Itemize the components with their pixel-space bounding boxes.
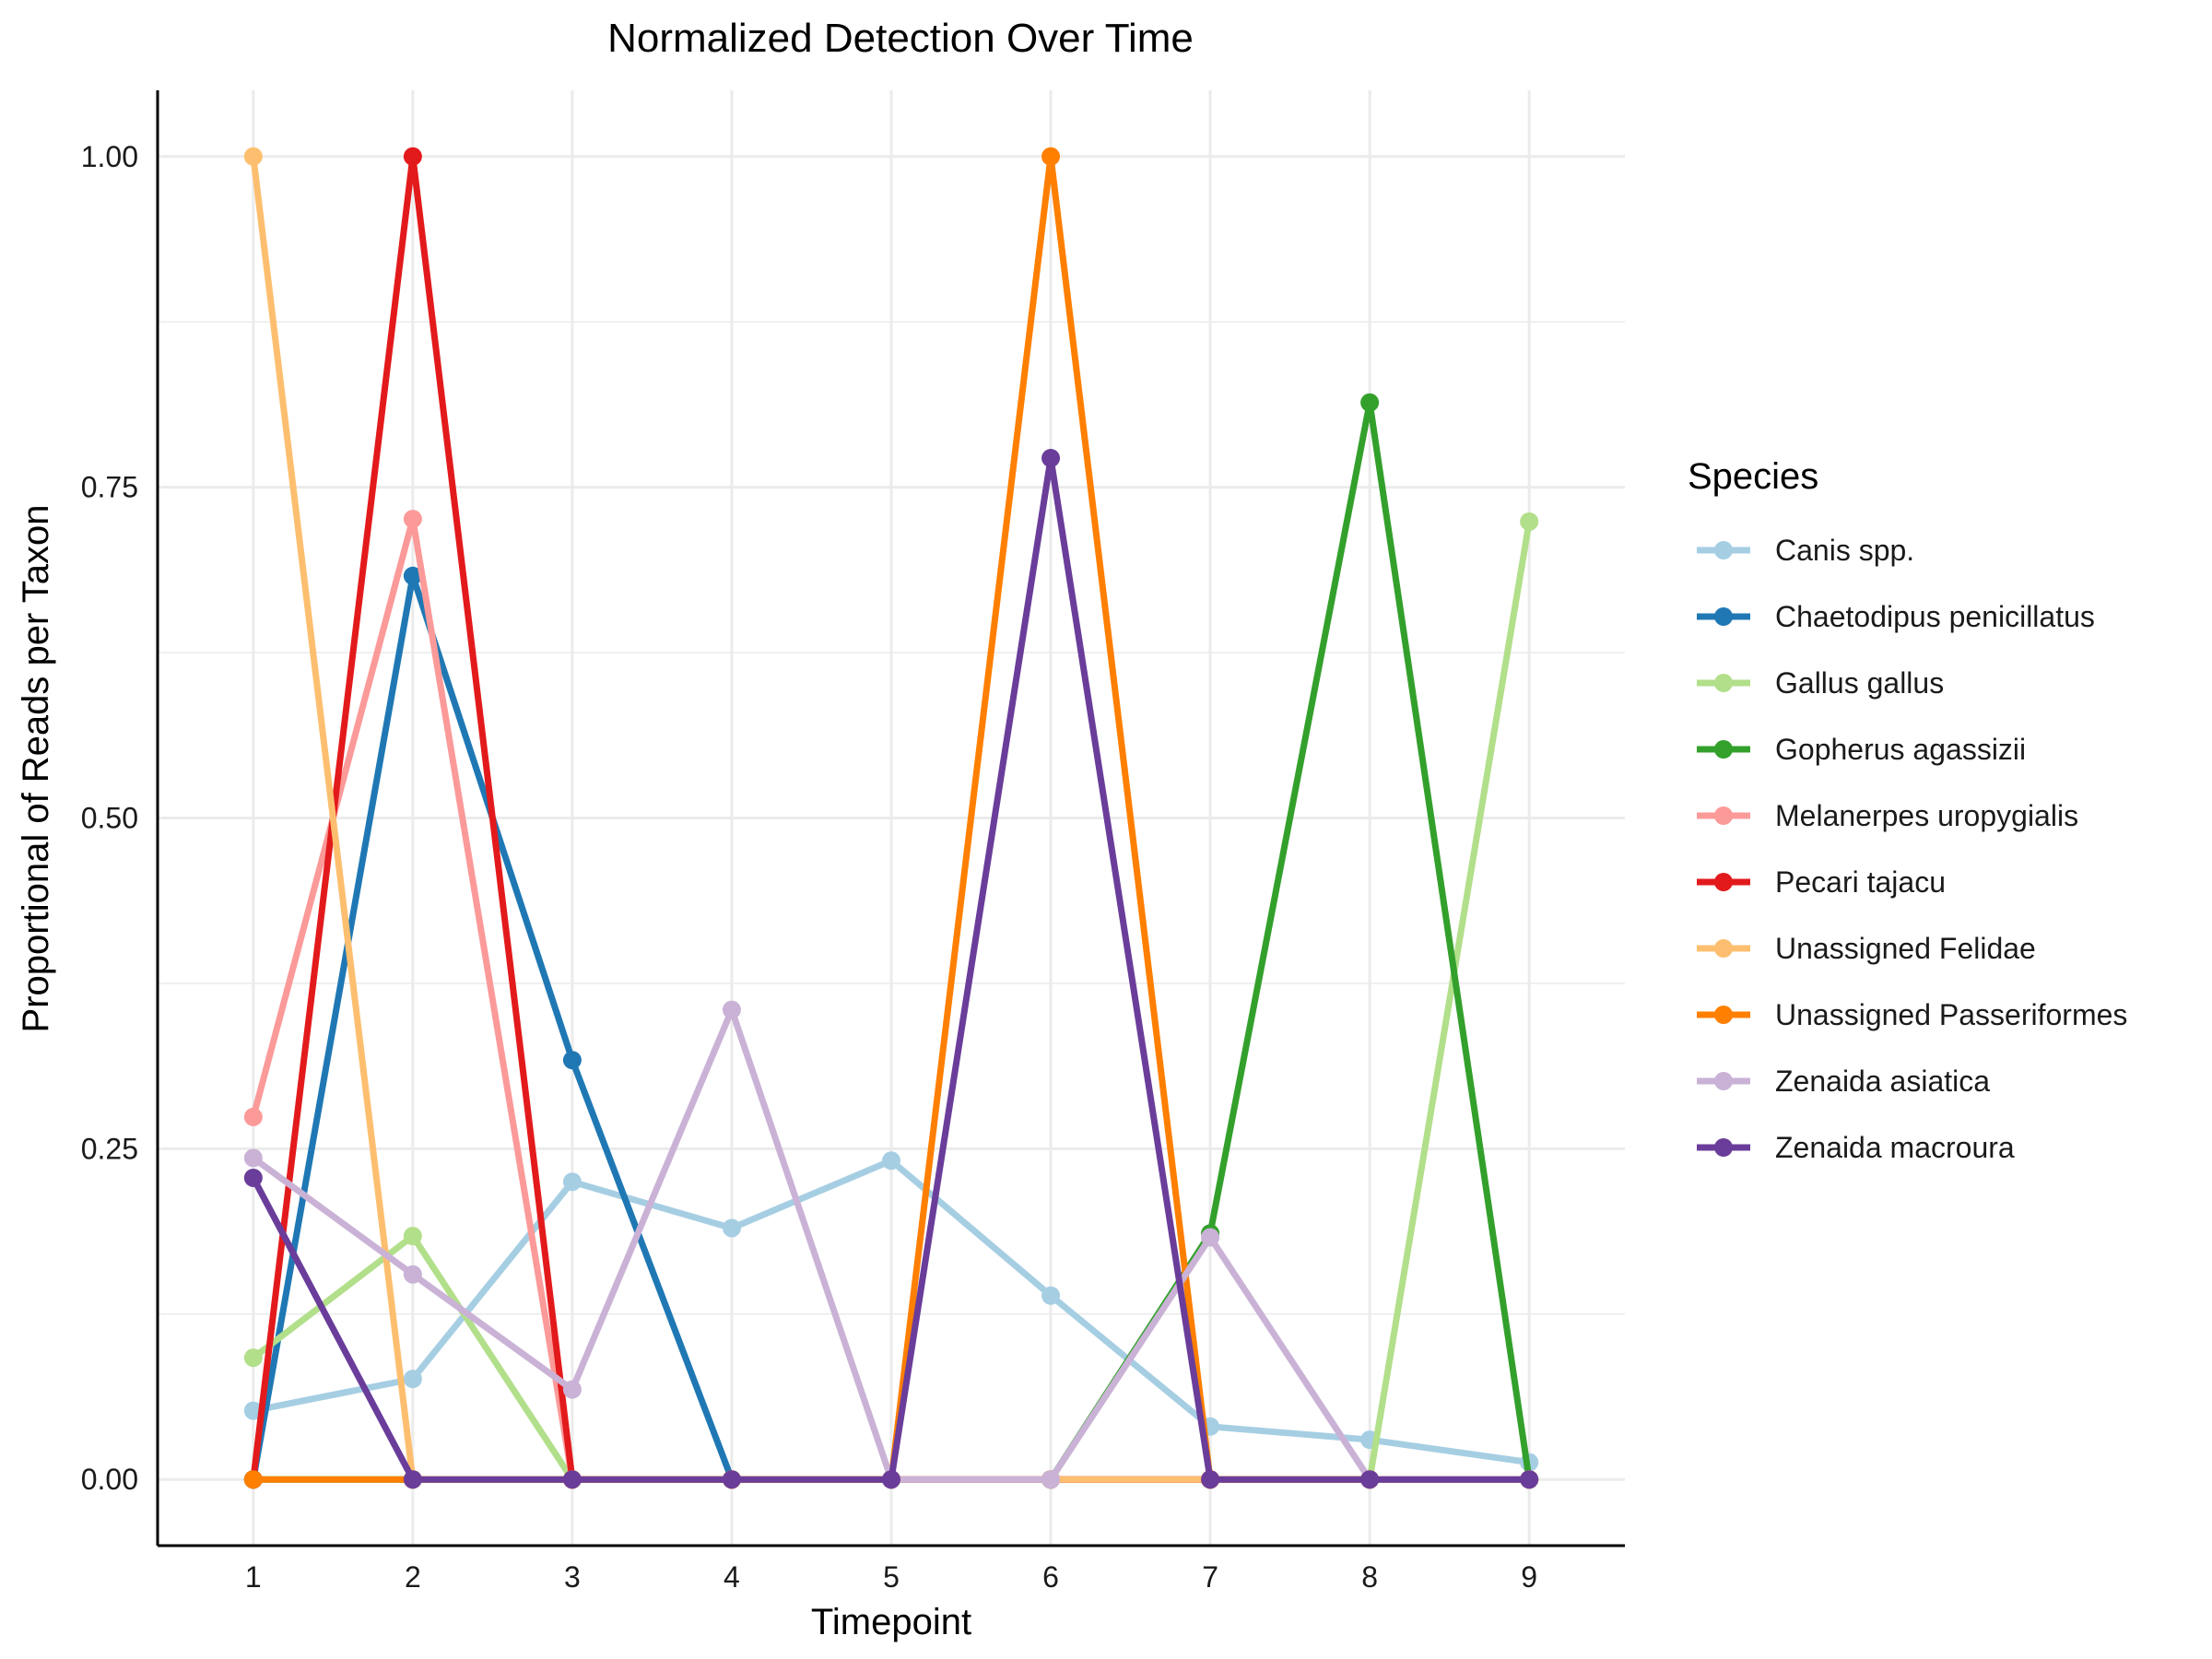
legend-label: Gallus gallus (1775, 666, 1944, 700)
data-point (562, 1051, 582, 1070)
chart-title: Normalized Detection Over Time (607, 16, 1194, 61)
data-point (243, 1168, 263, 1187)
data-point (722, 1218, 741, 1238)
data-point (403, 1470, 422, 1489)
legend-item: Canis spp. (1697, 534, 1914, 567)
legend-key-point (1714, 1072, 1733, 1090)
y-tick-label: 1.00 (81, 140, 138, 173)
legend-label: Zenaida asiatica (1775, 1065, 1990, 1098)
x-tick-label: 3 (564, 1560, 581, 1594)
x-tick-label: 9 (1521, 1560, 1537, 1594)
data-point (562, 1380, 582, 1399)
y-tick-labels: 0.00 0.25 0.50 0.75 1.00 (81, 140, 138, 1496)
x-axis-title: Timepoint (811, 1602, 971, 1642)
legend-label: Melanerpes uropygialis (1775, 799, 2078, 832)
data-point (1041, 449, 1061, 468)
data-point (1201, 1228, 1220, 1247)
legend-label: Unassigned Passeriformes (1775, 998, 2127, 1031)
x-tick-label: 4 (724, 1560, 740, 1594)
y-tick-label: 0.25 (81, 1132, 138, 1165)
data-point (1041, 1470, 1061, 1489)
series-zenaida-macroura (243, 449, 1539, 1489)
legend-key-point (1714, 674, 1733, 692)
data-point (243, 1148, 263, 1168)
legend-title: Species (1688, 456, 1818, 497)
legend-item: Zenaida macroura (1697, 1131, 2015, 1164)
data-point (1520, 1470, 1539, 1489)
data-point (403, 147, 422, 166)
data-point (1360, 1470, 1380, 1489)
series-layer (243, 147, 1539, 1489)
legend-item: Zenaida asiatica (1697, 1065, 1990, 1098)
data-point (562, 1172, 582, 1192)
data-point (403, 1227, 422, 1246)
legend-label: Canis spp. (1775, 534, 1914, 567)
y-axis-title: Proportional of Reads per Taxon (16, 505, 56, 1033)
data-point (403, 566, 422, 585)
axes (156, 90, 1625, 1547)
data-point (1201, 1470, 1220, 1489)
legend-item: Unassigned Passeriformes (1697, 998, 2127, 1031)
data-point (243, 147, 263, 166)
legend-key-point (1714, 1006, 1733, 1024)
data-point (1520, 512, 1539, 531)
x-tick-labels: 1 2 3 4 5 6 7 8 9 (245, 1560, 1537, 1594)
x-tick-label: 7 (1202, 1560, 1218, 1594)
y-tick-label: 0.75 (81, 471, 138, 504)
legend-key-point (1714, 1138, 1733, 1157)
data-point (243, 1348, 263, 1368)
x-tick-label: 1 (245, 1560, 262, 1594)
x-tick-label: 6 (1042, 1560, 1059, 1594)
legend-items: Canis spp. Chaetodipus penicillatus Gallus… (1697, 534, 2127, 1164)
data-point (722, 1000, 741, 1019)
x-tick-label: 8 (1361, 1560, 1378, 1594)
y-tick-label: 0.00 (81, 1463, 138, 1496)
legend-key-point (1714, 939, 1733, 958)
legend-key-point (1714, 541, 1733, 559)
legend-label: Pecari tajacu (1775, 865, 1946, 899)
data-point (243, 1107, 263, 1126)
legend-item: Melanerpes uropygialis (1697, 799, 2078, 832)
legend-key-point (1714, 607, 1733, 626)
legend-item: Pecari tajacu (1697, 865, 1946, 899)
legend-label: Zenaida macroura (1775, 1131, 2015, 1164)
legend-label: Unassigned Felidae (1775, 932, 2036, 965)
legend-key-point (1714, 806, 1733, 825)
data-point (882, 1470, 900, 1489)
data-point (1360, 393, 1380, 412)
data-point (722, 1470, 741, 1489)
major-gridlines (158, 90, 1625, 1546)
data-point (1041, 1286, 1061, 1305)
data-point (562, 1470, 582, 1489)
data-point (243, 1470, 263, 1489)
data-point (403, 1370, 422, 1389)
legend-item: Gallus gallus (1697, 666, 1944, 700)
data-point (403, 1265, 422, 1284)
data-point (403, 510, 422, 529)
legend-key-point (1714, 873, 1733, 891)
legend: Species Canis spp. Chaetodipus penicillat… (1688, 456, 2127, 1164)
x-tick-label: 2 (405, 1560, 421, 1594)
y-tick-label: 0.50 (81, 802, 138, 835)
legend-item: Unassigned Felidae (1697, 932, 2036, 965)
legend-label: Chaetodipus penicillatus (1775, 600, 2095, 633)
data-point (1041, 147, 1061, 166)
legend-key-point (1714, 740, 1733, 759)
legend-item: Gopherus agassizii (1697, 733, 2026, 766)
data-point (882, 1151, 900, 1171)
x-tick-label: 5 (883, 1560, 900, 1594)
legend-label: Gopherus agassizii (1775, 733, 2026, 766)
legend-item: Chaetodipus penicillatus (1697, 600, 2095, 633)
